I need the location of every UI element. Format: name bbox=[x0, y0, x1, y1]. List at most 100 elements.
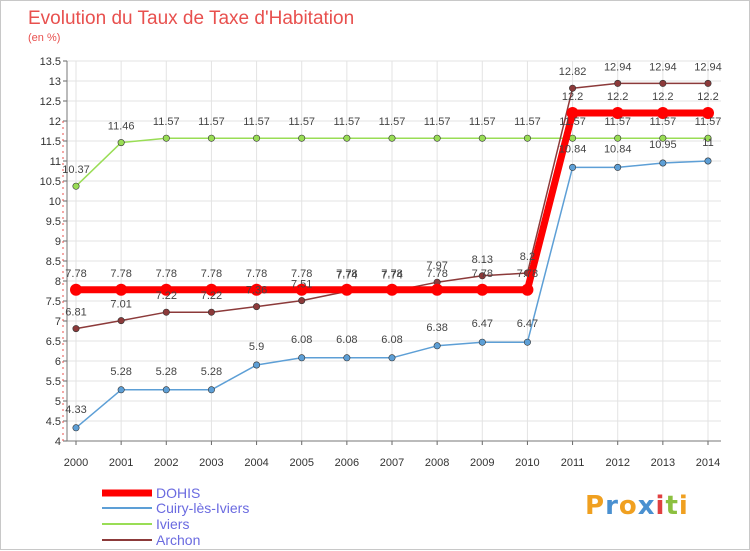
data-label: 11.57 bbox=[243, 116, 270, 128]
data-label: 5.9 bbox=[249, 341, 264, 353]
data-label: 11.46 bbox=[108, 121, 135, 133]
y-tick-label: 4 bbox=[55, 436, 61, 448]
x-tick-label: 2002 bbox=[154, 457, 178, 469]
data-point bbox=[117, 139, 125, 147]
y-tick-label: 8.5 bbox=[46, 256, 61, 268]
data-point bbox=[162, 308, 170, 316]
data-label: 11.57 bbox=[559, 116, 586, 128]
logo-letter: i bbox=[655, 491, 666, 521]
data-point bbox=[250, 283, 263, 296]
data-point bbox=[298, 354, 306, 362]
x-tick-label: 2005 bbox=[289, 457, 313, 469]
data-point bbox=[611, 107, 624, 119]
data-label: 7.51 bbox=[291, 279, 312, 291]
x-tick-label: 2010 bbox=[515, 457, 539, 469]
x-tick-label: 2003 bbox=[199, 457, 223, 469]
x-tick-label: 2012 bbox=[605, 457, 629, 469]
data-label: 7.36 bbox=[246, 285, 267, 297]
data-label: 10.84 bbox=[559, 143, 587, 155]
logo-letter: P bbox=[585, 491, 606, 521]
data-label: 11 bbox=[702, 137, 713, 149]
data-point bbox=[388, 134, 396, 142]
data-point bbox=[117, 317, 125, 325]
x-tick-label: 2007 bbox=[380, 457, 404, 469]
data-point bbox=[72, 325, 80, 333]
logo-letter: t bbox=[665, 491, 679, 521]
data-label: 7.78 bbox=[336, 268, 357, 280]
x-tick-label: 2006 bbox=[335, 457, 359, 469]
series-iviers bbox=[72, 134, 712, 190]
data-label: 11.57 bbox=[424, 116, 451, 128]
data-label: 7.78 bbox=[517, 268, 538, 280]
y-tick-label: 10.5 bbox=[40, 176, 61, 188]
data-label: 7.78 bbox=[110, 268, 131, 280]
y-tick-label: 8 bbox=[55, 276, 61, 288]
data-label: 7.78 bbox=[201, 268, 222, 280]
y-tick-label: 11 bbox=[50, 156, 61, 168]
y-tick-label: 12 bbox=[49, 116, 61, 128]
data-label: 11.57 bbox=[604, 116, 631, 128]
data-point bbox=[656, 107, 669, 119]
data-point bbox=[433, 134, 441, 142]
data-point bbox=[478, 338, 486, 346]
data-point bbox=[659, 159, 667, 167]
data-label: 6.08 bbox=[381, 334, 402, 346]
data-label: 6.08 bbox=[336, 334, 357, 346]
data-label: 12.94 bbox=[694, 61, 722, 73]
data-point bbox=[295, 283, 308, 296]
data-label: 7.97 bbox=[426, 260, 447, 272]
data-label: 7.78 bbox=[246, 268, 267, 280]
legend-label: Archon bbox=[156, 532, 200, 548]
data-point bbox=[253, 303, 261, 311]
data-label: 6.47 bbox=[472, 318, 493, 330]
data-label: 6.08 bbox=[291, 334, 312, 346]
y-tick-label: 4.5 bbox=[46, 416, 61, 428]
data-point bbox=[343, 354, 351, 362]
data-point bbox=[431, 283, 444, 296]
data-label: 7.22 bbox=[201, 290, 222, 302]
data-point bbox=[704, 79, 712, 87]
data-label: 7.74 bbox=[336, 269, 357, 281]
data-point bbox=[478, 272, 486, 280]
data-labels: 7.78 7.78 7.78 7.78 7.78 7.78 7.78 7.78 7.78 7.78… bbox=[62, 61, 722, 415]
data-label: 4.33 bbox=[65, 404, 86, 416]
data-point bbox=[388, 354, 396, 362]
data-label: 6.47 bbox=[517, 318, 538, 330]
data-label: 5.28 bbox=[156, 366, 177, 378]
x-tick-label: 2008 bbox=[425, 457, 449, 469]
data-point bbox=[566, 107, 579, 119]
data-point bbox=[72, 424, 80, 432]
y-tick-label: 5 bbox=[55, 396, 61, 408]
data-label: 7.78 bbox=[381, 268, 402, 280]
data-point bbox=[523, 338, 531, 346]
x-tick-label: 2009 bbox=[470, 457, 494, 469]
data-label: 7.78 bbox=[426, 268, 447, 280]
data-point bbox=[253, 361, 261, 369]
y-tick-label: 12.5 bbox=[40, 96, 61, 108]
data-label: 12.94 bbox=[604, 61, 632, 73]
data-label: 5.28 bbox=[201, 366, 222, 378]
data-point bbox=[72, 182, 80, 190]
data-point bbox=[569, 134, 577, 142]
data-label: 11.57 bbox=[333, 116, 360, 128]
x-tick-label: 2013 bbox=[651, 457, 675, 469]
data-point bbox=[162, 134, 170, 142]
data-label: 8.2 bbox=[520, 251, 535, 263]
y-tick-label: 7 bbox=[55, 316, 61, 328]
data-point bbox=[115, 283, 128, 296]
chart-title: Evolution du Taux de Taxe d'Habitation bbox=[28, 8, 354, 29]
data-point bbox=[298, 134, 306, 142]
legend-label: Iviers bbox=[156, 516, 189, 532]
data-label: 7.22 bbox=[156, 290, 177, 302]
data-label: 11.57 bbox=[514, 116, 541, 128]
logo-letter: i bbox=[678, 491, 689, 521]
data-point bbox=[478, 134, 486, 142]
data-label: 11.57 bbox=[198, 116, 225, 128]
data-label: 5.28 bbox=[110, 366, 131, 378]
y-tick-label: 6 bbox=[55, 356, 61, 368]
data-point bbox=[343, 134, 351, 142]
data-point bbox=[476, 283, 489, 296]
